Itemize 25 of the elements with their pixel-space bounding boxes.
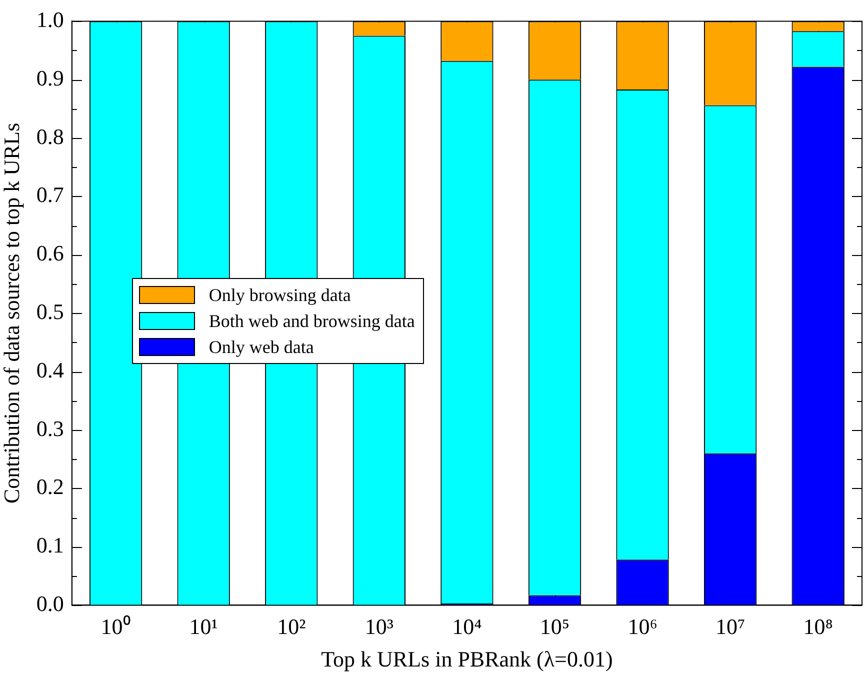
series-label: Both web and browsing data bbox=[208, 310, 415, 334]
x-tick-label: 10² bbox=[277, 614, 306, 640]
y-tick-label: 0.6 bbox=[36, 240, 64, 266]
y-tick-label: 0.9 bbox=[36, 65, 64, 90]
y-tick-label: 0.1 bbox=[36, 532, 64, 558]
x-tick-label: 10⁵ bbox=[540, 614, 570, 640]
y-tick-label: 0.4 bbox=[36, 357, 64, 382]
x-tick-label: 10⁶ bbox=[628, 614, 658, 640]
x-tick-label: 10¹ bbox=[189, 614, 218, 640]
y-tick-label: 0.2 bbox=[36, 474, 64, 500]
y-tick-label: 0.0 bbox=[36, 590, 64, 616]
legend-label: Only browsing data bbox=[208, 284, 351, 308]
x-axis-title: Top k URLs in PBRank (λ=0.01) bbox=[321, 646, 613, 672]
x-tick-label: 10⁰ bbox=[100, 614, 131, 640]
x-tick-label: 10⁸ bbox=[803, 614, 833, 640]
x-tick-label: 10³ bbox=[364, 614, 394, 640]
legend-label: Only web data bbox=[208, 336, 314, 360]
y-tick-label: 0.5 bbox=[36, 298, 64, 324]
y-tick-label: 1.0 bbox=[36, 6, 64, 32]
y-tick-label: 0.7 bbox=[36, 182, 64, 208]
y-tick-label: 0.8 bbox=[36, 124, 64, 149]
x-tick-label: 10⁷ bbox=[715, 614, 746, 640]
y-axis-title: Contribution of data sources to top k URLs bbox=[0, 122, 24, 504]
y-tick-label: 0.3 bbox=[36, 416, 64, 441]
x-tick-label: 10⁴ bbox=[452, 614, 482, 640]
